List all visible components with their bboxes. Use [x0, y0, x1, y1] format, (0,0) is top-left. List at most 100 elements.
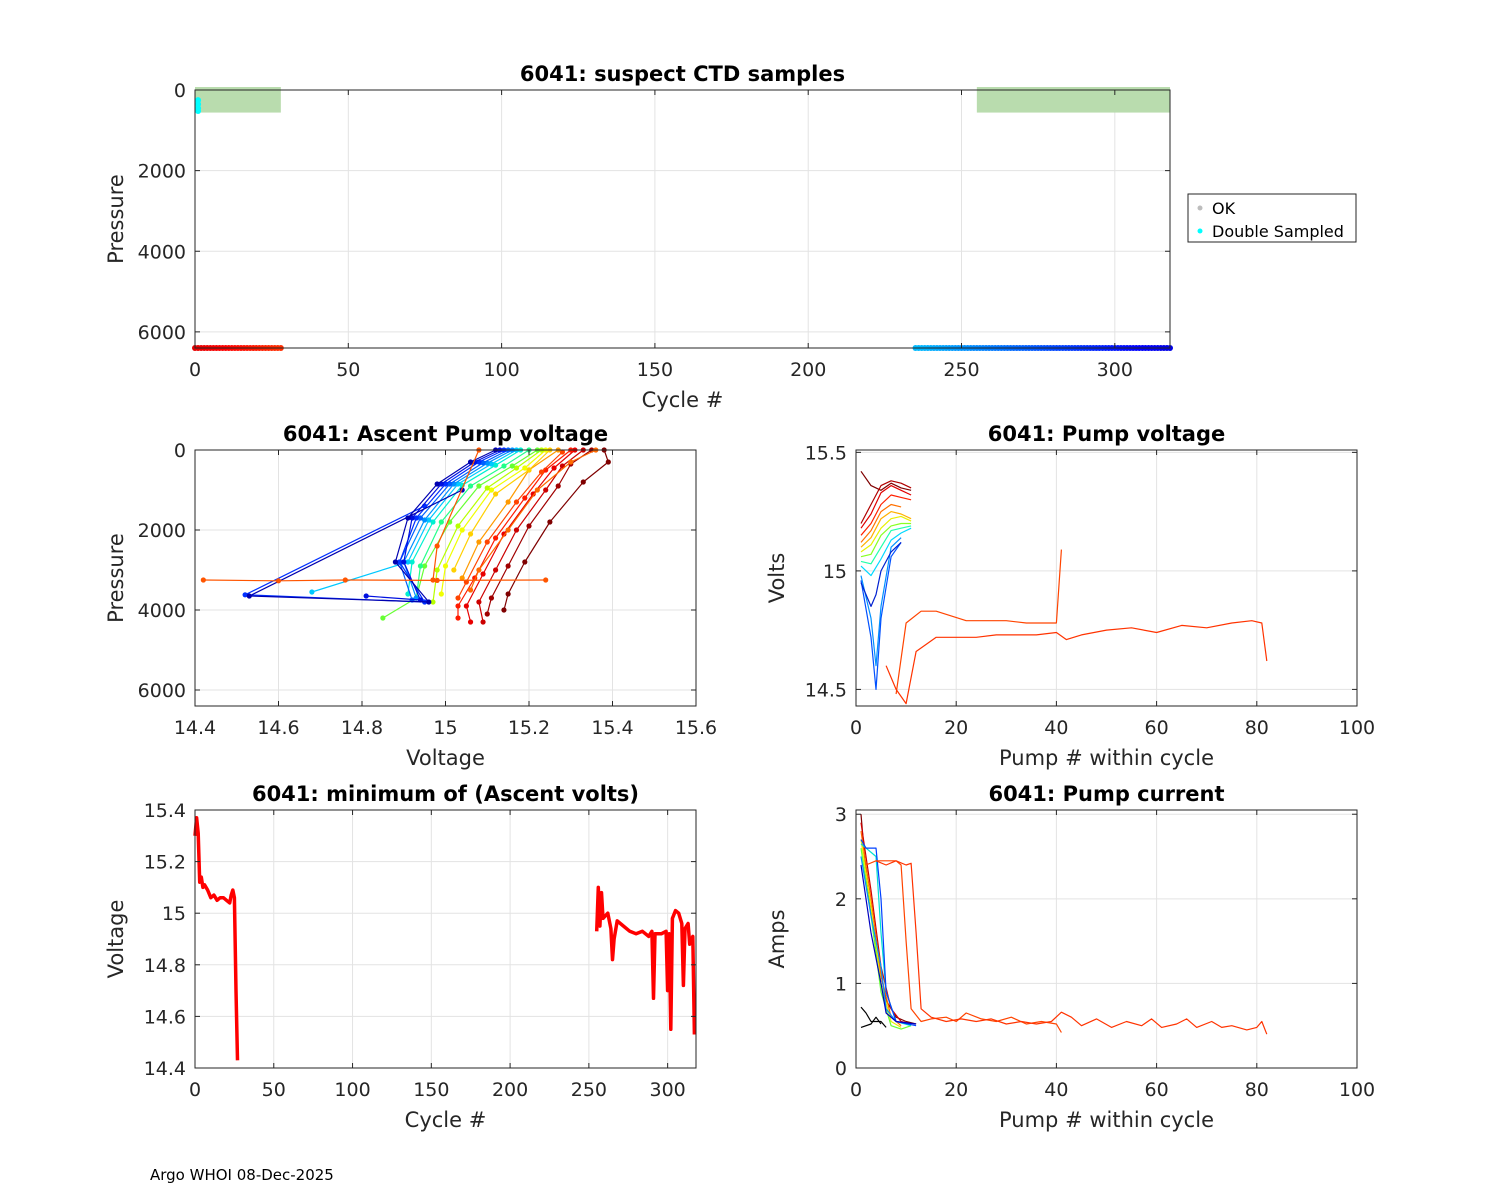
y-tick-label: 2: [835, 889, 847, 911]
series-point: [480, 460, 486, 466]
series-point: [505, 563, 511, 569]
series-line: [860, 541, 902, 607]
series-line: [860, 522, 912, 558]
chart-title: 6041: minimum of (Ascent volts): [252, 782, 639, 806]
x-tick-label: 250: [571, 1079, 607, 1101]
series-point: [451, 567, 457, 573]
series-line: [860, 1006, 887, 1028]
series-point: [467, 483, 474, 489]
plot-area: [856, 810, 1357, 1068]
y-tick-label: 14.5: [805, 679, 847, 701]
y-tick-label: 0: [835, 1058, 847, 1080]
panel-minimum-ascent-volts: 0 50 100 150 200 250 300 14.4 14.6 14.8 15 15.2 15.4…: [104, 782, 697, 1132]
series-point: [342, 577, 348, 583]
series-line: [860, 480, 912, 524]
plot-area: [195, 810, 696, 1068]
series-point: [522, 495, 528, 501]
chart-title: 6041: suspect CTD samples: [520, 62, 845, 86]
plot-area: [856, 450, 1357, 706]
y-tick-label: 15.2: [144, 852, 186, 874]
series-point: [434, 567, 440, 573]
x-tick-label: 100: [1339, 717, 1375, 739]
x-tick-label: 100: [483, 359, 519, 381]
y-tick-label: 2000: [138, 520, 186, 542]
series-point: [455, 615, 461, 621]
x-axis-label: Cycle #: [642, 388, 724, 412]
series-point: [493, 462, 499, 468]
x-tick-label: 0: [850, 717, 862, 739]
series-point: [409, 515, 415, 521]
y-axis-label: Volts: [765, 553, 789, 604]
series-point: [605, 459, 611, 465]
ok-samples-block: [976, 87, 1170, 113]
ok-samples-block: [195, 87, 281, 113]
series-line: [440, 449, 547, 595]
plot-contents: [200, 447, 611, 625]
series-point: [246, 593, 252, 599]
series-point: [422, 517, 428, 523]
x-tick-label: 100: [1339, 1079, 1375, 1101]
series-point: [547, 519, 553, 525]
series-line: [594, 885, 697, 1035]
axes-frame: [194, 449, 697, 707]
series-point: [275, 578, 282, 584]
series-point: [501, 531, 507, 537]
series-point: [434, 543, 440, 549]
x-tick-label: 15.6: [675, 717, 717, 739]
series-point: [476, 483, 482, 489]
x-tick-label: 14.4: [174, 717, 216, 739]
x-tick-label: 300: [650, 1079, 686, 1101]
x-tick-label: 20: [944, 1079, 968, 1101]
series-point: [413, 515, 419, 521]
series-point: [530, 491, 536, 497]
series-point: [459, 527, 465, 533]
series-point: [417, 515, 424, 521]
legend-box: [1187, 193, 1357, 243]
series-line: [860, 542, 902, 690]
x-axis-label: Pump # within cycle: [999, 746, 1214, 770]
series-line: [860, 515, 912, 553]
series-point: [488, 595, 495, 601]
y-tick-label: 6000: [138, 322, 186, 344]
y-axis-label: Amps: [765, 909, 789, 968]
series-point: [467, 587, 474, 593]
series-point: [426, 517, 432, 523]
x-tick-label: 0: [850, 1079, 862, 1101]
x-tick-label: 20: [944, 717, 968, 739]
series-line: [470, 449, 597, 591]
y-tick-label: 0: [174, 80, 186, 102]
series-line: [860, 494, 912, 536]
series-point: [476, 539, 482, 545]
series-line: [457, 451, 563, 599]
series-point: [555, 483, 561, 489]
series-point: [534, 487, 540, 493]
series-point: [409, 559, 415, 565]
y-tick-label: 0: [174, 440, 186, 462]
series-line: [432, 449, 542, 603]
series-point: [430, 599, 436, 605]
y-tick-label: 15.4: [144, 800, 186, 822]
plot-contents: [193, 815, 697, 1061]
panel-ascent-pump-voltage: 14.4 14.6 14.8 15 15.2 15.4 15.6 0 2000 4000 6000 6…: [104, 422, 717, 770]
series-point: [493, 567, 499, 573]
series-line: [860, 525, 912, 565]
plot-contents: [860, 814, 1268, 1035]
series-point: [559, 449, 566, 455]
series-point: [467, 619, 474, 625]
y-tick-label: 14.6: [144, 1006, 186, 1028]
series-point: [455, 595, 461, 601]
series-point: [309, 589, 315, 595]
x-axis-label: Pump # within cycle: [999, 1108, 1214, 1132]
series-point: [438, 519, 444, 525]
x-tick-label: 50: [336, 359, 360, 381]
series-point: [417, 563, 424, 569]
plot-contents: [860, 470, 1268, 705]
y-tick-label: 15.5: [805, 442, 847, 464]
y-tick-label: 15: [162, 903, 186, 925]
series-point: [568, 459, 574, 465]
series-point: [493, 491, 499, 497]
plot-area: [195, 90, 1170, 348]
x-tick-label: 0: [189, 1079, 201, 1101]
x-tick-label: 0: [189, 359, 201, 381]
series-point: [480, 619, 486, 625]
